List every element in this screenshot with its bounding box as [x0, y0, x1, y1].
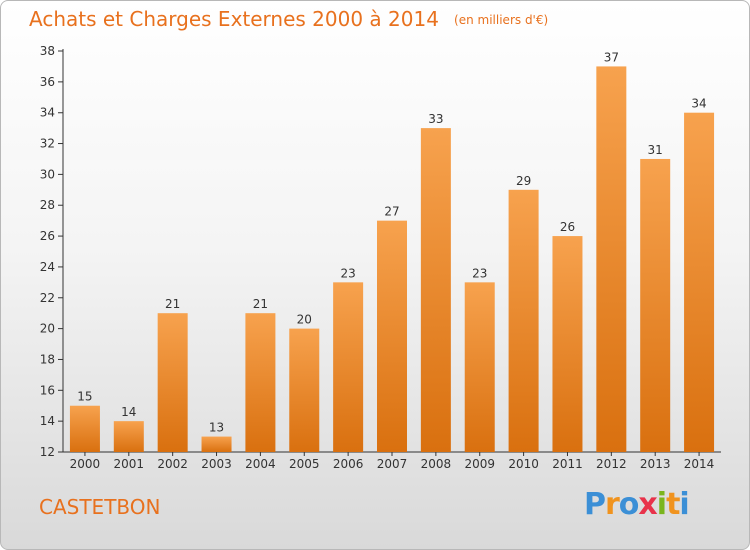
- bar-value-label: 13: [209, 421, 224, 435]
- bar: [201, 436, 232, 452]
- bar: [464, 282, 495, 452]
- bar-value-label: 34: [691, 97, 706, 111]
- bar-value-label: 15: [77, 390, 92, 404]
- bars-group: 15 14 21 13 21 20 23 27 33 23 29 26 37 31 34: [69, 50, 715, 453]
- proxiti-logo: Proxiti: [584, 487, 690, 522]
- y-tick-label: 38: [40, 44, 55, 58]
- bar-value-label: 23: [472, 266, 487, 280]
- bar-value-label: 21: [165, 297, 180, 311]
- x-tick-label: 2008: [421, 457, 452, 471]
- bar: [289, 328, 320, 452]
- bar: [245, 313, 276, 452]
- bar-value-label: 20: [297, 313, 312, 327]
- bar: [552, 236, 583, 452]
- bar-value-label: 33: [428, 112, 443, 126]
- bar: [377, 220, 407, 452]
- y-tick-label: 22: [40, 291, 55, 305]
- x-tick-label: 2010: [508, 457, 539, 471]
- x-tick-label: 2012: [596, 457, 627, 471]
- y-tick-label: 14: [40, 414, 55, 428]
- y-tick-label: 26: [40, 229, 55, 243]
- title-block: Achats et Charges Externes 2000 à 2014 (…: [29, 7, 548, 31]
- bar: [113, 421, 144, 452]
- bar: [157, 313, 188, 452]
- bar-value-label: 23: [340, 266, 355, 280]
- y-tick-label: 34: [40, 106, 55, 120]
- bar-value-label: 26: [560, 220, 575, 234]
- x-tick-label: 2002: [157, 457, 188, 471]
- chart-title: Achats et Charges Externes 2000 à 2014: [29, 7, 439, 31]
- bar: [684, 112, 715, 452]
- bar-value-label: 37: [604, 50, 619, 64]
- x-tick-label: 2009: [464, 457, 495, 471]
- y-tick-label: 24: [40, 260, 55, 274]
- x-tick-label: 2011: [552, 457, 583, 471]
- bar: [420, 128, 451, 452]
- axes: 12 14 16 18 20 22 24 26 28 30 32 34 36 38 2000 2001 2002…: [40, 44, 721, 471]
- chart-unit: (en milliers d'€): [454, 13, 549, 27]
- y-tick-label: 32: [40, 137, 55, 151]
- y-tick-label: 16: [40, 383, 55, 397]
- x-tick-label: 2004: [245, 457, 276, 471]
- y-tick-label: 36: [40, 75, 55, 89]
- bar: [508, 189, 539, 453]
- bar: [333, 282, 364, 452]
- x-tick-label: 2000: [70, 457, 101, 471]
- bar: [596, 66, 627, 452]
- x-tick-label: 2005: [289, 457, 320, 471]
- bar: [69, 405, 100, 452]
- commune-name: CASTETBON: [39, 495, 161, 519]
- y-tick-label: 18: [40, 352, 55, 366]
- bar-value-label: 27: [384, 205, 399, 219]
- bar: [640, 158, 671, 452]
- bar-value-label: 21: [253, 297, 268, 311]
- x-tick-label: 2006: [333, 457, 364, 471]
- x-tick-label: 2014: [684, 457, 715, 471]
- x-tick-label: 2001: [114, 457, 145, 471]
- y-tick-label: 20: [40, 322, 55, 336]
- x-tick-label: 2007: [377, 457, 408, 471]
- x-tick-label: 2013: [640, 457, 671, 471]
- bar-value-label: 14: [121, 405, 136, 419]
- y-tick-label: 28: [40, 198, 55, 212]
- bar-value-label: 31: [648, 143, 663, 157]
- y-tick-label: 30: [40, 167, 55, 181]
- bar-value-label: 29: [516, 174, 531, 188]
- y-tick-label: 12: [40, 445, 55, 459]
- x-tick-label: 2003: [201, 457, 232, 471]
